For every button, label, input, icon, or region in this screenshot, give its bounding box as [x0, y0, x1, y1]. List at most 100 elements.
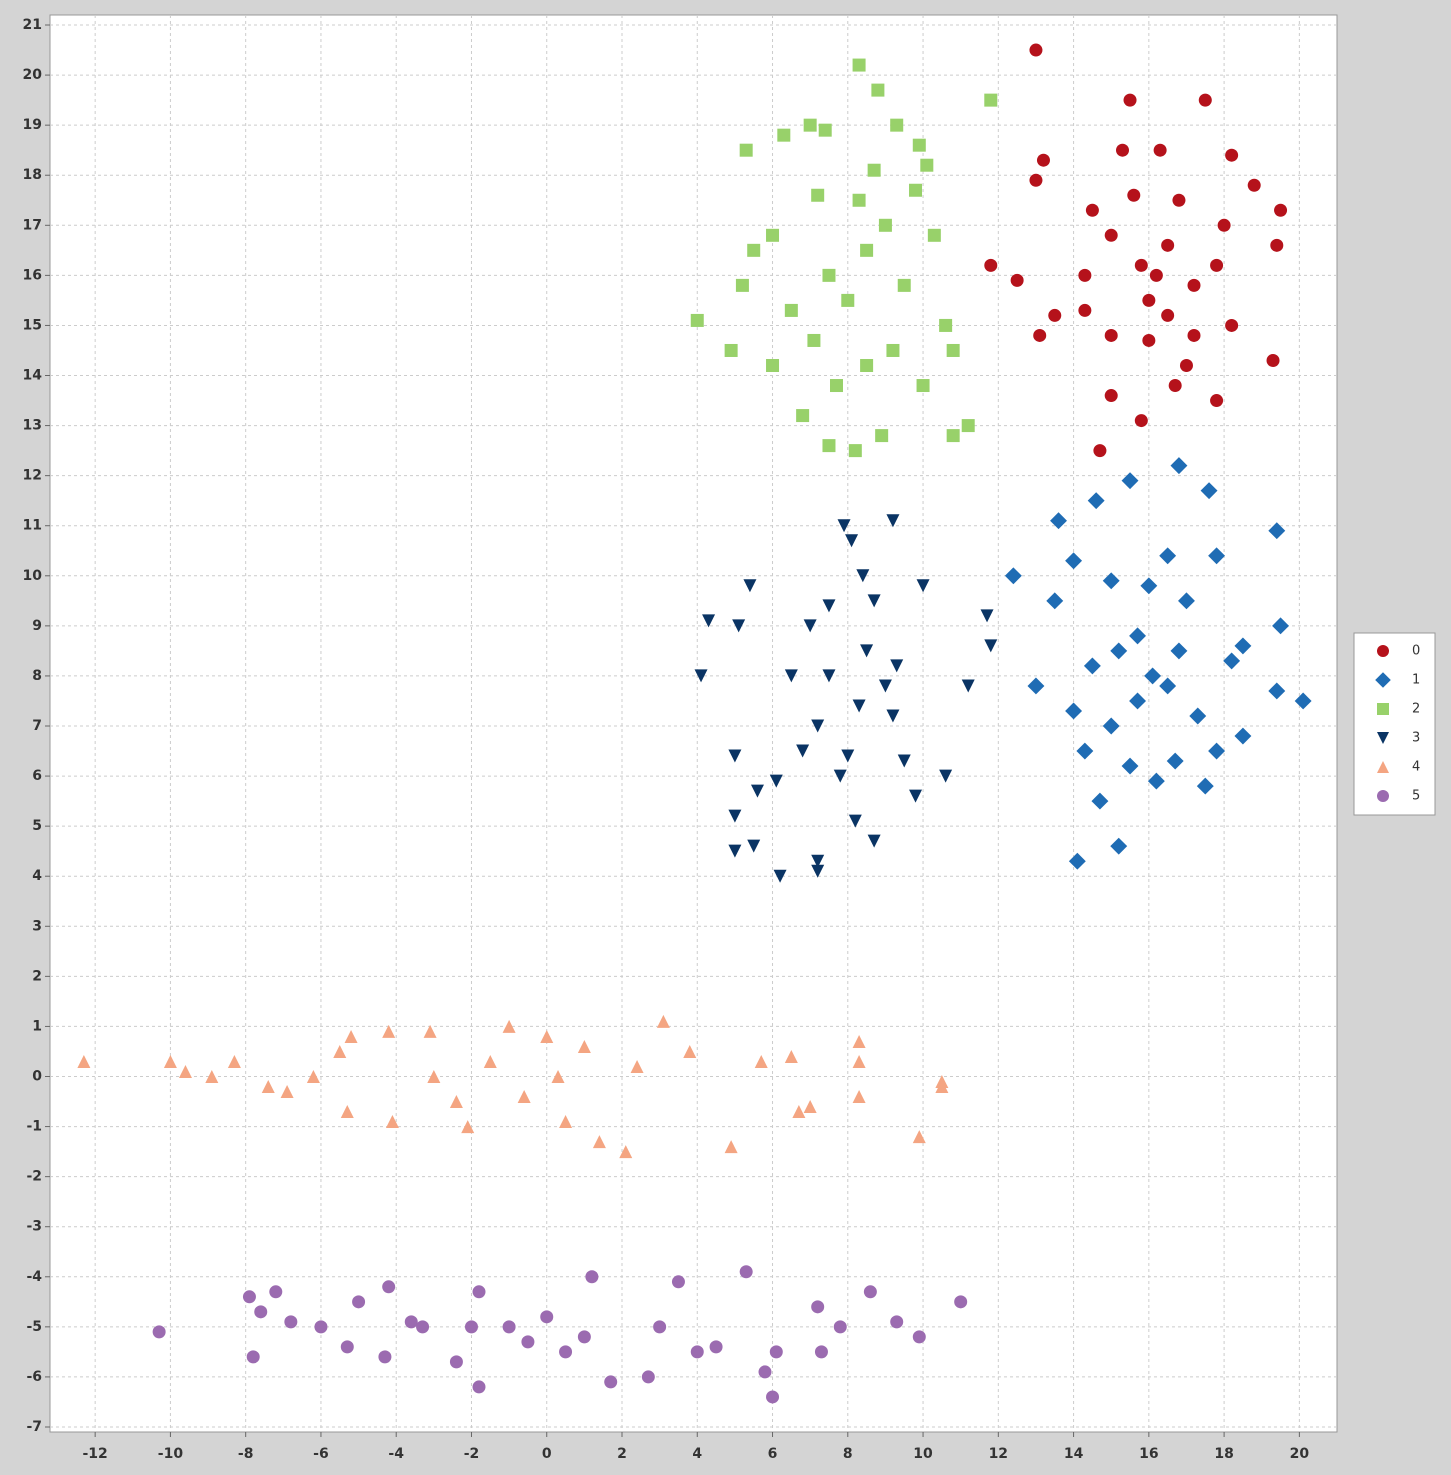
point [656, 1014, 670, 1028]
point [314, 1320, 328, 1334]
point [961, 419, 975, 433]
point [796, 409, 810, 423]
point [449, 1095, 463, 1109]
x-tick-label: 6 [768, 1446, 778, 1462]
y-tick-label: 16 [23, 267, 42, 283]
point [758, 1365, 772, 1379]
point [1159, 677, 1177, 695]
point [912, 138, 926, 152]
point [1004, 567, 1022, 585]
point [1085, 203, 1099, 217]
point [946, 429, 960, 443]
point [1234, 727, 1252, 745]
point [766, 228, 780, 242]
point [1078, 268, 1092, 282]
y-tick-label: 15 [23, 317, 42, 333]
point [1187, 278, 1201, 292]
point [954, 1295, 968, 1309]
point [754, 1054, 768, 1068]
legend-label: 5 [1412, 789, 1420, 804]
point [1116, 143, 1129, 157]
point [739, 143, 753, 157]
point [472, 1285, 486, 1299]
y-tick-label: -3 [26, 1219, 42, 1235]
point [261, 1080, 275, 1094]
point [852, 1034, 866, 1048]
x-tick-label: -2 [464, 1446, 480, 1462]
point [559, 1345, 573, 1359]
point [927, 228, 941, 242]
point [1189, 707, 1207, 725]
point [385, 1115, 399, 1129]
point [461, 1120, 475, 1134]
point [909, 183, 923, 197]
point [890, 118, 904, 132]
point [1036, 153, 1050, 167]
point [1172, 193, 1186, 207]
point [340, 1340, 354, 1354]
point [1268, 682, 1286, 700]
point [1140, 577, 1158, 595]
point [472, 1380, 486, 1394]
y-tick-label: 6 [32, 768, 42, 784]
point [811, 864, 825, 878]
point [837, 519, 851, 533]
point [912, 1130, 926, 1144]
point [841, 293, 855, 307]
point [743, 579, 757, 593]
point [1110, 642, 1128, 660]
y-tick-label: 0 [32, 1068, 42, 1084]
point [382, 1280, 396, 1294]
point [1033, 328, 1047, 342]
point [269, 1285, 283, 1299]
point [980, 609, 994, 623]
point [822, 669, 836, 683]
x-tick-label: 18 [1214, 1446, 1233, 1462]
point [1121, 472, 1139, 490]
point [792, 1105, 806, 1119]
y-tick-label: 8 [32, 668, 42, 684]
point [378, 1350, 392, 1364]
y-tick-label: 9 [32, 618, 42, 634]
point [464, 1320, 478, 1334]
y-tick-label: 10 [23, 568, 43, 584]
point [352, 1295, 366, 1309]
legend-box [1353, 632, 1436, 816]
point [521, 1335, 535, 1349]
y-tick-label: -6 [26, 1369, 42, 1385]
point [916, 579, 930, 593]
point [1093, 444, 1107, 458]
point [878, 679, 892, 693]
y-tick-label: 17 [23, 217, 42, 233]
y-tick-label: 4 [32, 868, 42, 884]
point [796, 744, 810, 758]
point [1208, 742, 1226, 760]
point [1196, 777, 1214, 795]
y-tick-label: 11 [23, 518, 42, 534]
point [984, 639, 998, 653]
point [619, 1145, 633, 1159]
point [852, 699, 866, 713]
point [735, 278, 749, 292]
point [1161, 238, 1175, 252]
point [961, 679, 975, 693]
y-tick-label: 20 [23, 67, 43, 83]
point [822, 599, 836, 613]
point [1266, 353, 1280, 367]
point [728, 809, 742, 823]
point [784, 303, 798, 317]
point [803, 1100, 817, 1114]
point [1087, 492, 1105, 510]
point [920, 158, 934, 172]
x-tick-label: 20 [1290, 1446, 1310, 1462]
point [1147, 772, 1165, 790]
point [867, 163, 881, 177]
point [1083, 657, 1101, 675]
point [773, 869, 787, 883]
point [984, 93, 998, 107]
plot-area [49, 14, 1338, 1433]
legend-marker [1377, 703, 1389, 715]
point [178, 1064, 192, 1078]
point [1104, 389, 1118, 403]
point [811, 1300, 825, 1314]
